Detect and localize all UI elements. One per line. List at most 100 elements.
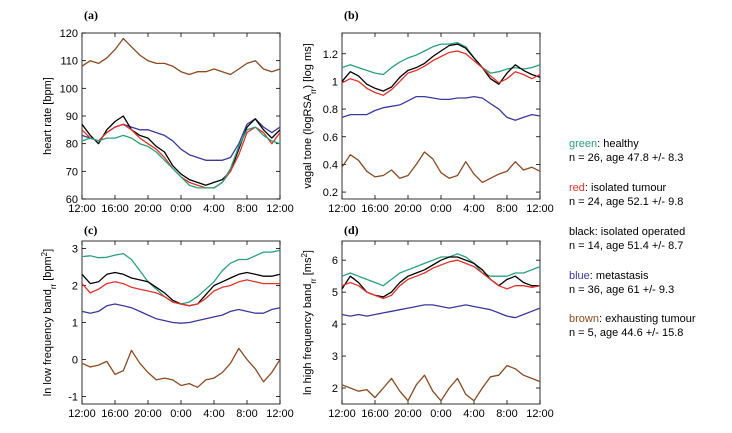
- series-line-healthy: [341, 42, 541, 76]
- x-tick-label: 20:00: [394, 408, 422, 420]
- legend-stats: n = 14, age 51.4 +/- 8.7: [569, 240, 684, 252]
- x-tick-label: 12:00: [328, 408, 356, 420]
- series-line-exhausting_tumour: [341, 151, 541, 184]
- x-tick-label: 8:00: [496, 408, 517, 420]
- y-tick-label: 0.6: [323, 132, 338, 144]
- y-tick-label: 60: [66, 194, 78, 206]
- series-line-metastasis: [81, 303, 281, 324]
- x-tick-label: 16:00: [361, 203, 389, 215]
- legend-title: brown: exhausting tumour: [569, 312, 696, 326]
- y-axis-label: heart rate [bpm]: [42, 77, 54, 155]
- x-tick-label: 12:00: [68, 203, 96, 215]
- x-tick-label: 4:00: [203, 203, 224, 215]
- x-tick-label: 12:00: [526, 203, 554, 215]
- x-tick-label: 4:00: [463, 408, 484, 420]
- x-tick-label: 0:00: [430, 408, 451, 420]
- y-axis-label: vagal tone (logRSArr) [log ms]: [302, 43, 318, 188]
- y-tick-label: 0: [72, 355, 78, 367]
- series-line-isolated_tumour: [341, 259, 541, 300]
- y-tick-label: 1: [72, 318, 78, 330]
- legend-title: blue: metastasis: [569, 269, 674, 283]
- legend-color-name: red: [569, 182, 585, 194]
- x-tick-label: 8:00: [236, 408, 257, 420]
- legend-entry-isolated_operated: black: isolated operated n = 14, age 51.4…: [569, 225, 685, 253]
- y-tick-label: 0.4: [323, 159, 338, 171]
- y-tick-label: -1: [68, 392, 78, 404]
- x-tick-label: 16:00: [361, 408, 389, 420]
- chart-panel-3: (c) -1 0 1 2 3 12:00 16:00 20:00 0:00 4:00 8:00 12:0…: [40, 223, 294, 420]
- series-line-healthy: [341, 253, 541, 287]
- panel-label: (b): [344, 8, 359, 22]
- x-tick-label: 4:00: [203, 408, 224, 420]
- y-tick-label: 100: [60, 83, 78, 95]
- panel-label: (c): [84, 223, 97, 237]
- series-line-isolated_operated: [341, 256, 540, 298]
- legend-group-label: : isolated operated: [594, 226, 686, 238]
- x-tick-label: 12:00: [328, 203, 356, 215]
- y-tick-label: 120: [60, 28, 78, 40]
- legend-stats: n = 5, age 44.6 +/- 15.8: [569, 327, 684, 339]
- series-line-exhausting_tumour: [81, 37, 281, 76]
- chart-panel-2: (b) 0.2 0.4 0.6 0.8 1 1.2 12:00 16:00 20:00 0:00 4:…: [302, 8, 554, 215]
- legend-title: red: isolated tumour: [569, 181, 683, 195]
- x-tick-label: 12:00: [526, 408, 554, 420]
- series-line-isolated_tumour: [81, 279, 280, 307]
- series-line-healthy: [81, 249, 281, 305]
- y-tick-label: 3: [332, 351, 338, 363]
- y-tick-label: 0.2: [323, 187, 338, 199]
- series-line-isolated_operated: [81, 115, 281, 186]
- y-tick-label: 4: [332, 319, 338, 331]
- x-tick-label: 16:00: [101, 203, 129, 215]
- chart-panel-4: (d) 2 3 4 5 6 12:00 16:00 20:00 0:00 4:00 8:00 12:00…: [300, 223, 554, 420]
- legend-stats: n = 36, age 61 +/- 9.3: [569, 284, 675, 296]
- x-tick-label: 20:00: [134, 203, 162, 215]
- y-tick-label: 6: [332, 255, 338, 267]
- series-line-isolated_tumour: [81, 123, 281, 189]
- series-line-isolated_operated: [341, 43, 541, 92]
- x-tick-label: 0:00: [430, 203, 451, 215]
- panel-label: (d): [344, 223, 359, 237]
- x-tick-label: 20:00: [394, 203, 422, 215]
- legend-entry-exhausting_tumour: brown: exhausting tumour n = 5, age 44.6 …: [569, 312, 696, 340]
- x-tick-label: 4:00: [463, 203, 484, 215]
- legend-group-label: : exhausting tumour: [598, 313, 696, 325]
- panel-label: (a): [84, 8, 98, 22]
- legend-color-name: black: [569, 226, 595, 238]
- y-tick-label: 5: [332, 287, 338, 299]
- legend-title: black: isolated operated: [569, 225, 685, 239]
- x-tick-label: 20:00: [134, 408, 162, 420]
- legend-group-label: : metastasis: [589, 270, 649, 282]
- y-tick-label: 2: [72, 280, 78, 292]
- x-tick-label: 16:00: [101, 408, 129, 420]
- legend-color-name: blue: [569, 270, 590, 282]
- y-tick-label: 90: [66, 111, 78, 123]
- legend-title: green: healthy: [569, 137, 683, 151]
- y-tick-label: 110: [60, 56, 78, 68]
- legend-entry-healthy: green: healthy n = 26, age 47.8 +/- 8.3: [569, 137, 683, 165]
- series-line-metastasis: [341, 95, 541, 121]
- legend-entry-isolated_tumour: red: isolated tumour n = 24, age 52.1 +/-…: [569, 181, 683, 209]
- x-tick-label: 12:00: [266, 408, 294, 420]
- legend-color-name: green: [569, 138, 598, 150]
- y-tick-label: 70: [66, 166, 78, 178]
- series-line-metastasis: [341, 304, 541, 319]
- y-tick-label: 0.8: [323, 104, 338, 116]
- series-line-healthy: [81, 126, 281, 189]
- y-axis-label: ln low frequency bandrr [bpm2]: [40, 249, 58, 396]
- x-tick-label: 0:00: [170, 203, 191, 215]
- x-tick-label: 8:00: [496, 203, 517, 215]
- axes-frame: [81, 240, 281, 405]
- series-line-isolated_operated: [81, 271, 281, 307]
- x-tick-label: 12:00: [266, 203, 294, 215]
- x-tick-label: 12:00: [68, 408, 96, 420]
- series-line-exhausting_tumour: [81, 347, 281, 388]
- y-tick-label: 80: [66, 139, 78, 151]
- series-line-exhausting_tumour: [341, 364, 541, 402]
- legend-group-label: : healthy: [597, 138, 639, 150]
- y-tick-label: 2: [332, 383, 338, 395]
- legend-group-label: : isolated tumour: [584, 182, 667, 194]
- legend-stats: n = 26, age 47.8 +/- 8.3: [569, 152, 684, 164]
- y-axis-label: ln high frequency bandrr [ms2]: [300, 250, 318, 395]
- x-tick-label: 0:00: [170, 408, 191, 420]
